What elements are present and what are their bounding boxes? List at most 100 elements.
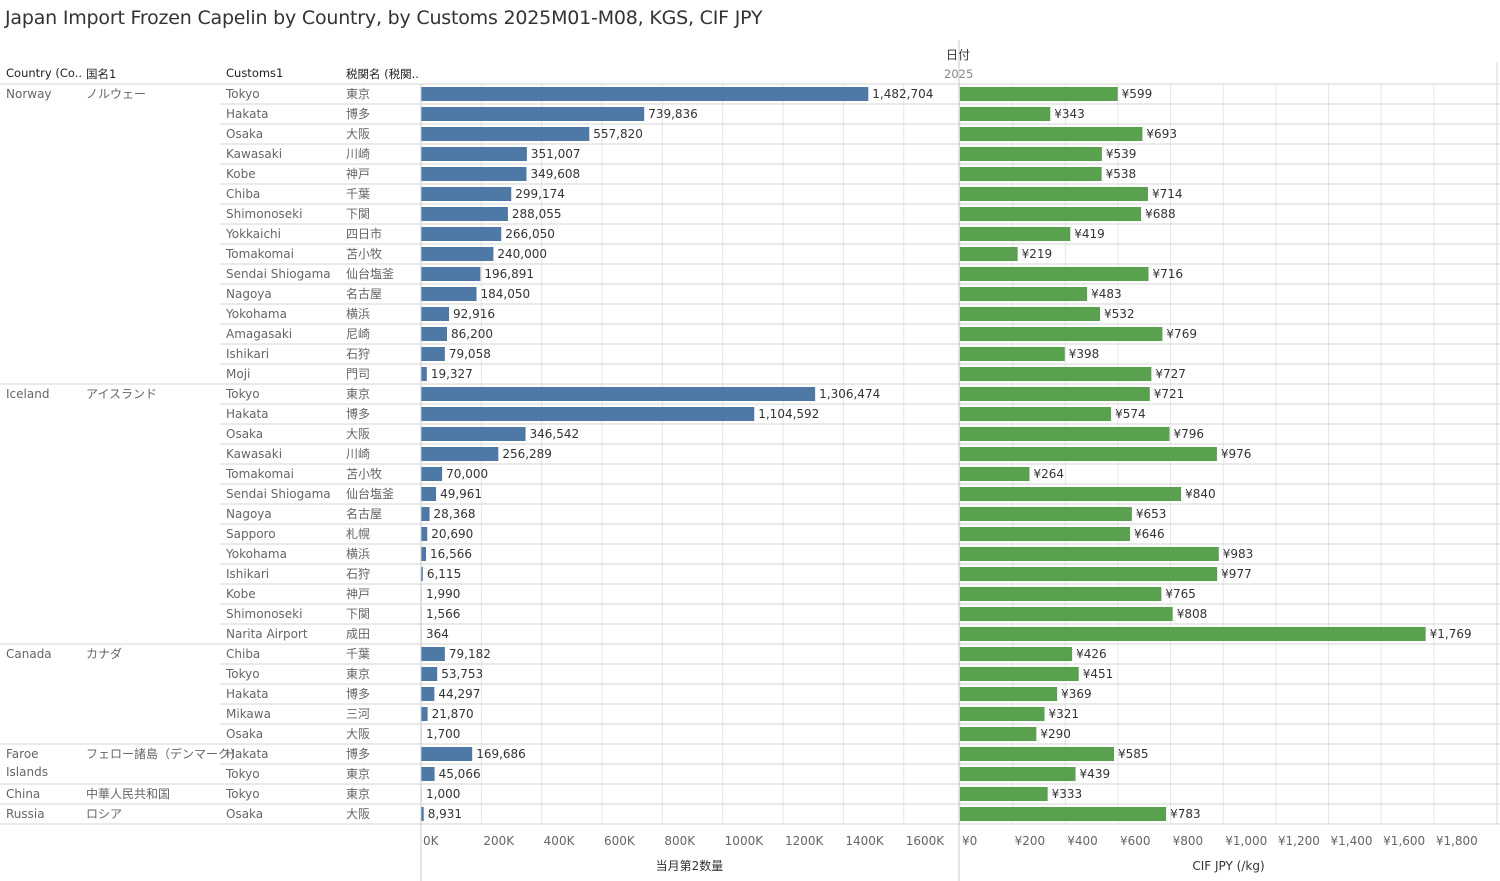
price-bar <box>960 787 1048 801</box>
customs-label: Shimonoseki <box>226 607 302 621</box>
quantity-value-label: 86,200 <box>451 327 493 341</box>
quantity-bar <box>421 487 437 501</box>
customs-jp-label: 横浜 <box>346 307 370 321</box>
quantity-bar <box>421 507 430 521</box>
column-header-country[interactable]: Country (Co.. <box>6 66 82 80</box>
price-value-label: ¥1,769 <box>1430 627 1472 641</box>
customs-label: Sapporo <box>226 527 276 541</box>
customs-label: Mikawa <box>226 707 271 721</box>
quantity-bar <box>421 807 424 821</box>
customs-jp-label: 石狩 <box>346 566 370 581</box>
price-value-label: ¥727 <box>1155 367 1186 381</box>
country-jp-label: ノルウェー <box>86 87 146 101</box>
customs-label: Tokyo <box>225 767 260 781</box>
country-label: Faroe <box>6 747 39 761</box>
quantity-bar <box>421 307 450 321</box>
price-value-label: ¥977 <box>1221 567 1252 581</box>
price-axis-title: CIF JPY (/kg) <box>1192 859 1264 873</box>
price-bar <box>960 707 1045 721</box>
quantity-tick-label: 0K <box>423 834 440 848</box>
quantity-bar <box>421 707 428 721</box>
customs-label: Osaka <box>226 127 263 141</box>
customs-label: Osaka <box>226 807 263 821</box>
customs-jp-label: 川崎 <box>346 447 370 461</box>
price-bar <box>960 387 1150 401</box>
price-value-label: ¥369 <box>1061 687 1092 701</box>
customs-label: Amagasaki <box>226 327 292 341</box>
quantity-bar <box>421 127 590 141</box>
quantity-value-label: 299,174 <box>515 187 565 201</box>
quantity-value-label: 92,916 <box>453 307 495 321</box>
customs-jp-label: 東京 <box>346 87 370 101</box>
price-value-label: ¥426 <box>1076 647 1107 661</box>
date-column-header: 日付 <box>946 48 971 62</box>
quantity-value-label: 349,608 <box>530 167 580 181</box>
customs-jp-label: 名古屋 <box>346 286 382 301</box>
quantity-value-label: 20,690 <box>431 527 473 541</box>
price-value-label: ¥976 <box>1221 447 1252 461</box>
quantity-bar <box>421 747 473 761</box>
customs-jp-label: 尼崎 <box>346 327 370 341</box>
quantity-bar <box>421 407 755 421</box>
customs-jp-label: 三河 <box>346 707 370 721</box>
customs-jp-label: 東京 <box>346 387 370 401</box>
price-bar <box>960 727 1037 741</box>
quantity-bar <box>421 427 526 441</box>
quantity-bar <box>421 227 502 241</box>
customs-label: Tokyo <box>225 667 260 681</box>
quantity-value-label: 1,104,592 <box>758 407 819 421</box>
price-tick-label: ¥1,600 <box>1383 834 1425 848</box>
price-value-label: ¥808 <box>1177 607 1208 621</box>
price-tick-label: ¥200 <box>1015 834 1046 848</box>
customs-jp-label: 成田 <box>346 627 370 641</box>
customs-jp-label: 東京 <box>346 787 370 801</box>
price-bar <box>960 207 1142 221</box>
price-value-label: ¥333 <box>1052 787 1083 801</box>
customs-label: Osaka <box>226 427 263 441</box>
customs-label: Osaka <box>226 727 263 741</box>
customs-label: Tokyo <box>225 787 260 801</box>
column-header-customs-jp[interactable]: 税関名 (税関.. <box>346 67 419 81</box>
price-value-label: ¥721 <box>1154 387 1185 401</box>
price-value-label: ¥574 <box>1115 407 1146 421</box>
quantity-value-label: 288,055 <box>512 207 562 221</box>
quantity-bar <box>421 147 527 161</box>
customs-label: Yokkaichi <box>225 227 281 241</box>
price-value-label: ¥539 <box>1106 147 1137 161</box>
customs-label: Chiba <box>226 647 260 661</box>
quantity-value-label: 19,327 <box>431 367 473 381</box>
customs-label: Kawasaki <box>226 147 282 161</box>
customs-jp-label: 博多 <box>346 106 370 121</box>
quantity-value-label: 256,289 <box>502 447 552 461</box>
price-bar <box>960 147 1102 161</box>
quantity-value-label: 79,182 <box>449 647 491 661</box>
customs-label: Nagoya <box>226 287 272 301</box>
price-bar <box>960 367 1152 381</box>
customs-label: Sendai Shiogama <box>226 487 331 501</box>
quantity-value-label: 49,961 <box>440 487 482 501</box>
customs-jp-label: 東京 <box>346 667 370 681</box>
quantity-bar <box>421 287 477 301</box>
quantity-bar <box>421 347 445 361</box>
price-value-label: ¥532 <box>1104 307 1135 321</box>
column-header-country-jp[interactable]: 国名1 <box>86 67 117 81</box>
customs-jp-label: 千葉 <box>346 187 370 201</box>
price-bar <box>960 187 1148 201</box>
country-jp-label: アイスランド <box>86 387 157 401</box>
quantity-value-label: 53,753 <box>441 667 483 681</box>
price-tick-label: ¥400 <box>1067 834 1098 848</box>
customs-jp-label: 札幌 <box>346 526 370 541</box>
quantity-bar <box>421 167 527 181</box>
quantity-value-label: 1,566 <box>426 607 460 621</box>
price-bar <box>960 627 1426 641</box>
price-bar <box>960 547 1219 561</box>
column-header-customs[interactable]: Customs1 <box>226 66 284 80</box>
price-bar <box>960 407 1112 421</box>
price-tick-label: ¥1,800 <box>1436 834 1478 848</box>
price-value-label: ¥783 <box>1170 807 1201 821</box>
quantity-bar <box>421 767 435 781</box>
price-bar <box>960 647 1073 661</box>
quantity-value-label: 6,115 <box>427 567 461 581</box>
price-bar <box>960 747 1114 761</box>
quantity-value-label: 351,007 <box>531 147 581 161</box>
